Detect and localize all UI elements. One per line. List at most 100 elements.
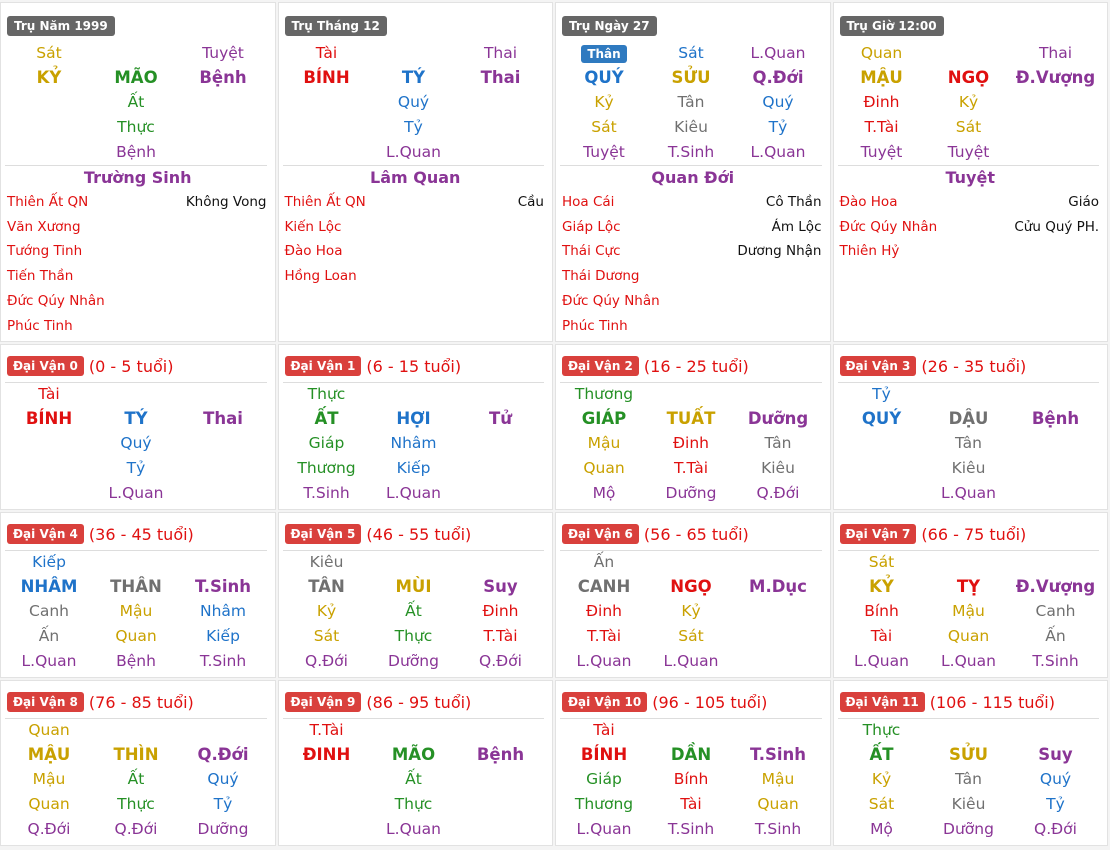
pillar-cell: Kỷ	[958, 93, 979, 112]
pillar-cell: Thực	[394, 627, 433, 646]
pillar-cell: Dưỡng	[665, 483, 717, 502]
pillar-cell: Thương	[574, 795, 634, 814]
pillar-cell: L.Quan	[750, 142, 806, 161]
pillar-cell: Canh	[1035, 602, 1076, 621]
pillar-cell: Thực	[862, 721, 901, 739]
separator	[5, 550, 267, 551]
dai-van-age: (6 - 15 tuổi)	[366, 356, 462, 376]
pillar-cell: Tài	[680, 795, 702, 814]
pillar-cell: Kiêu	[951, 795, 986, 814]
pillar-card: Trụ Ngày 27 Thân Sát L.Quan QUÝ SỬU Q.Đới Kỷ Tân…	[555, 2, 831, 342]
pillar-cell: Kiếp	[32, 553, 66, 571]
separator	[837, 165, 1099, 166]
pillar-cell: Kiêu	[951, 459, 986, 478]
pillar-cell: Thương	[297, 459, 356, 478]
pillar-cell: Canh	[29, 602, 69, 621]
pillar-cell: SỬU	[948, 744, 989, 764]
badge: Thân	[581, 45, 627, 63]
pillar-cell: Thai	[483, 44, 518, 62]
pillar-cell: Bệnh	[116, 651, 156, 670]
dai-van-label: Đại Vận 1	[284, 356, 362, 376]
dai-van-card: Đại Vận 6 (56 - 65 tuổi) Ấn CANH NGỌ M.Dục Đin…	[555, 512, 831, 678]
separator	[560, 165, 822, 166]
pillar-cell: Tài	[593, 721, 615, 739]
pillar-cell: Sát	[678, 44, 704, 62]
pillar-cell: TÝ	[401, 67, 426, 87]
dai-van-header: Đại Vận 1 (6 - 15 tuổi)	[284, 356, 462, 376]
dai-van-header: Đại Vận 3 (26 - 35 tuổi)	[839, 356, 1026, 376]
pillar-cell: Dưỡng	[388, 651, 439, 670]
stage-label: Lâm Quan	[370, 168, 461, 187]
pillar-cell: M.Dục	[749, 576, 807, 596]
pillar-cell: Tân	[955, 770, 982, 789]
separator	[5, 165, 267, 166]
pillar-cell: Bệnh	[1031, 408, 1080, 428]
pillar-cell: Ất	[127, 770, 145, 789]
pillar-cell: T.Sinh	[199, 651, 247, 670]
separator	[837, 718, 1099, 719]
pillar-cell: Tỷ	[1046, 795, 1065, 814]
pillar-cell: ĐINH	[302, 744, 351, 764]
star-left: Tiến Thần	[7, 268, 74, 285]
pillar-cell: TÂN	[308, 576, 345, 596]
pillar-cell: L.Quan	[108, 483, 164, 502]
pillar-cell: Quan	[115, 627, 157, 646]
pillar-cell: Mậu	[119, 602, 153, 621]
pillar-cell: Đinh	[586, 602, 622, 621]
separator	[5, 718, 267, 719]
dai-van-header: Đại Vận 0 (0 - 5 tuổi)	[7, 356, 173, 376]
pillar-cell: Mộ	[870, 819, 893, 838]
pillar-cell: Đinh	[482, 602, 519, 621]
pillar-cell: Thai	[1038, 44, 1073, 62]
pillar-cell: Q.Đới	[1034, 819, 1077, 838]
pillar-cell: Bệnh	[116, 142, 156, 161]
stage-label: Trường Sinh	[83, 168, 192, 187]
pillar-cell: Kiêu	[674, 118, 708, 137]
pillar-card: Trụ Giờ 12:00 Quan Thai MẬU NGỌ Đ.Vượng Đinh Kỷ…	[832, 2, 1108, 342]
pillar-cell: Tỷ	[213, 795, 233, 814]
pillar-cell: T.Sinh	[749, 744, 807, 764]
pillar-cell: MÃO	[114, 67, 158, 87]
pillar-cell: BÍNH	[580, 744, 628, 764]
pillar-cell: Ất	[405, 770, 422, 789]
pillar-cell: Thực	[117, 118, 155, 137]
star-left: Văn Xương	[7, 218, 81, 235]
separator	[282, 382, 544, 383]
dai-van-age: (96 - 105 tuổi)	[652, 692, 768, 712]
pillar-cell: L.Quan	[21, 651, 77, 670]
separator	[5, 382, 267, 383]
pillar-cell: Q.Đới	[479, 651, 522, 670]
pillar-cell: BÍNH	[303, 67, 350, 87]
pillar-cell: T.Tài	[309, 721, 344, 739]
pillar-cell: SỬU	[671, 67, 711, 87]
stage-label: Tuyệt	[945, 168, 995, 187]
pillar-cell: Bệnh	[476, 744, 525, 764]
pillar-cell: L.Quan	[576, 819, 632, 838]
dai-van-label: Đại Vận 4	[7, 524, 84, 544]
pillar-cell: MÃO	[391, 744, 436, 764]
dai-van-age: (56 - 65 tuổi)	[643, 524, 749, 544]
pillar-cell: Suy	[483, 576, 518, 596]
star-left: Thái Dương	[562, 268, 640, 285]
pillar-cell: L.Quan	[941, 651, 996, 670]
pillar-cell: Quan	[947, 627, 990, 646]
pillar-cell: T.Tài	[483, 627, 518, 646]
star-right: Cô Thần	[765, 194, 822, 210]
pillar-cell: Mậu	[32, 770, 66, 789]
pillar-cell: Tân	[764, 434, 792, 453]
pillar-label: Trụ Năm 1999	[7, 16, 115, 36]
pillar-cell: DẦN	[670, 744, 712, 764]
pillar-cell: Sát	[868, 795, 895, 814]
pillar-cell: TUẤT	[666, 408, 716, 428]
pillar-cell: TỴ	[956, 576, 981, 596]
pillar-cell: L.Quan	[941, 483, 996, 502]
pillar-cell: Tỷ	[872, 385, 891, 403]
pillar-cell: Tỷ	[768, 118, 788, 137]
pillar-cell: Mộ	[592, 483, 616, 502]
pillar-cell: L.Quan	[750, 44, 806, 62]
pillar-cell: NHÂM	[20, 576, 78, 596]
dai-van-label: Đại Vận 2	[562, 356, 639, 376]
dai-van-card: Đại Vận 5 (46 - 55 tuổi) Kiêu TÂN MÙI Suy Kỷ Ất…	[277, 512, 553, 678]
pillar-cell: Q.Đới	[114, 819, 158, 838]
